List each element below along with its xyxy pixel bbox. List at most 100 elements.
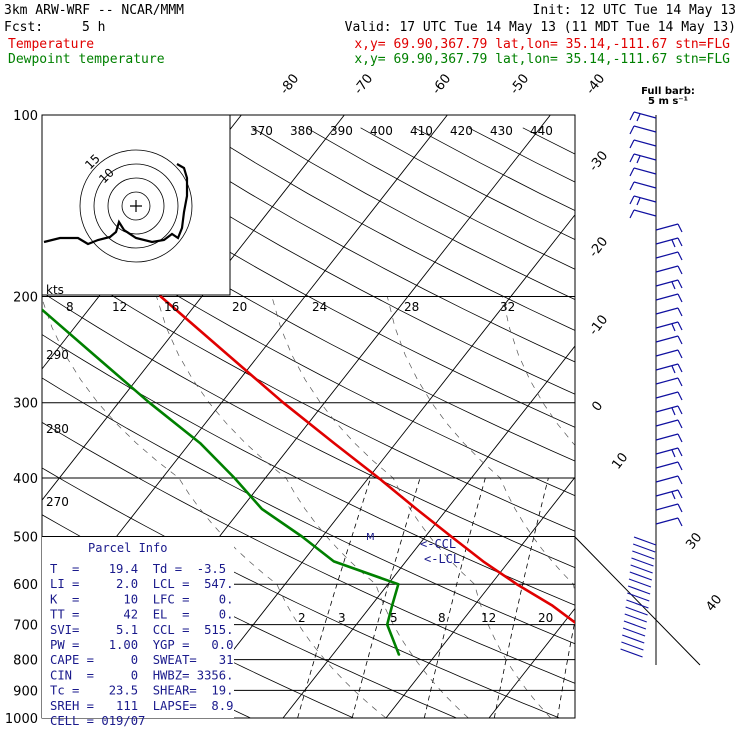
- speed-tick-label: 16: [164, 300, 179, 314]
- mixing-ratio-line: [351, 477, 421, 718]
- isotherm-label: -70: [351, 71, 376, 97]
- pressure-tick-label: 800: [13, 654, 38, 669]
- dewpoint-point: [301, 535, 303, 538]
- wind-barb: [629, 125, 657, 135]
- wind-barb: [623, 620, 647, 630]
- moist-adiabat-line: [502, 296, 575, 446]
- theta-label: 290: [46, 348, 69, 362]
- wind-barb: [655, 265, 683, 275]
- theta-label: 430: [490, 124, 513, 138]
- wind-barb: [625, 606, 648, 616]
- temperature-point: [551, 604, 553, 606]
- pressure-tick-label: 300: [13, 397, 38, 412]
- mixing-ratio-line: [297, 477, 372, 718]
- parcel-info-row: PW = 1.00 YGP = 0.0: [50, 638, 233, 652]
- mixing-ratio-label: 8: [438, 611, 446, 625]
- wind-barb: [655, 489, 683, 500]
- barb-legend-title: Full barb:: [641, 86, 695, 97]
- theta-label: 370: [250, 124, 273, 138]
- moist-adiabat-line: [156, 296, 469, 718]
- parcel-info-row: TT = 42 EL = 0.: [50, 608, 233, 622]
- wind-barb: [629, 195, 657, 206]
- parcel-info-title: Parcel Info: [88, 541, 167, 555]
- wind-barb: [629, 111, 657, 122]
- dewpoint-point: [398, 654, 400, 656]
- hodograph-ring: [93, 163, 179, 249]
- moist-adiabat-line: [386, 296, 575, 596]
- dry-adiabat-line: [522, 127, 575, 155]
- speed-tick-label: 8: [66, 300, 74, 314]
- wind-barb: [655, 447, 683, 458]
- speed-tick-label: 20: [232, 300, 247, 314]
- wind-barb: [655, 419, 683, 429]
- valid-time: Valid: 17 UTC Tue 14 May 13 (11 MDT Tue …: [345, 20, 736, 35]
- wind-barb: [621, 641, 644, 651]
- wind-barb: [631, 557, 654, 567]
- wind-barb: [632, 550, 655, 560]
- temperature-point: [577, 624, 578, 625]
- theta-label: 440: [530, 124, 553, 138]
- isotherm-line: [592, 115, 740, 718]
- wind-barb: [620, 648, 643, 658]
- dry-adiabat-line: [90, 127, 575, 395]
- speed-tick-label: 28: [404, 300, 419, 314]
- wind-barb: [629, 209, 657, 219]
- init-time: Init: 12 UTC Tue 14 May 13: [533, 3, 737, 18]
- hodograph-ring: [79, 149, 193, 263]
- wind-barb: [655, 363, 683, 374]
- wind-barb: [629, 167, 657, 177]
- isotherm-label: -40: [583, 71, 608, 97]
- forecast-hour: 5 h: [82, 20, 105, 35]
- temperature-point: [516, 583, 518, 585]
- temperature-point: [450, 535, 452, 538]
- lcl-marker: <-LCL: [424, 552, 460, 566]
- isotherm-line: [42, 115, 345, 501]
- dewpoint-point: [148, 402, 150, 404]
- wind-barb: [622, 627, 646, 637]
- wind-barb: [630, 564, 653, 574]
- parcel-info-box: Parcel Info T = 19.4 Td = -3.5LI = 2.0 L…: [42, 537, 234, 728]
- pressure-axis: 100 200 300 400 500 600 700 800 900 1000: [5, 109, 38, 727]
- theta-label: 280: [46, 422, 69, 436]
- speed-tick-label: 24: [312, 300, 327, 314]
- temperature-point: [227, 354, 229, 356]
- isotherm-line: [282, 345, 575, 718]
- wind-barb: [629, 571, 652, 581]
- hodograph-trace: [43, 163, 189, 246]
- dry-adiabat-line: [42, 170, 575, 462]
- wind-barb: [628, 578, 652, 588]
- wind-barb: [655, 377, 683, 387]
- dry-adiabat-line: [42, 209, 575, 497]
- isotherm-label: -60: [429, 71, 454, 97]
- parcel-info-row: K = 10 LFC = 0.: [50, 592, 233, 606]
- wind-barb: [655, 349, 683, 359]
- dewpoint-profile-line: [42, 115, 401, 656]
- wind-barb: [624, 613, 647, 623]
- temperature-point: [482, 560, 484, 563]
- mixing-ratio-label: 3: [338, 611, 346, 625]
- speed-tick-label: 12: [112, 300, 127, 314]
- wind-barb: [655, 321, 683, 332]
- parcel-info-row: SVI= 5.1 CCL = 515.: [50, 623, 233, 637]
- wind-barb: [655, 307, 683, 317]
- dry-adiabat-line: [42, 421, 575, 684]
- parcel-info-row: CELL = 019/07: [50, 714, 145, 728]
- temperature-point: [612, 646, 613, 647]
- wind-barb: [627, 592, 650, 602]
- mixing-ratio-line: [641, 478, 680, 718]
- wind-barb: [655, 293, 683, 303]
- isotherm-label: -10: [586, 312, 611, 338]
- dry-adiabat-line: [252, 127, 575, 300]
- parcel-info-row: LI = 2.0 LCL = 547.: [50, 577, 233, 591]
- wind-barb: [655, 503, 683, 513]
- isotherm-label: 30: [683, 530, 705, 552]
- isotherm-label: -20: [586, 234, 611, 260]
- wind-barb: [629, 181, 657, 191]
- pressure-tick-label: 600: [13, 578, 38, 593]
- wind-barb: [655, 461, 683, 471]
- barb-legend-unit: 5 m s⁻¹: [648, 96, 688, 107]
- temperature-point: [415, 508, 417, 510]
- pressure-tick-label: 400: [13, 472, 38, 487]
- wind-barb: [633, 536, 657, 546]
- isotherm-label: 40: [703, 592, 725, 614]
